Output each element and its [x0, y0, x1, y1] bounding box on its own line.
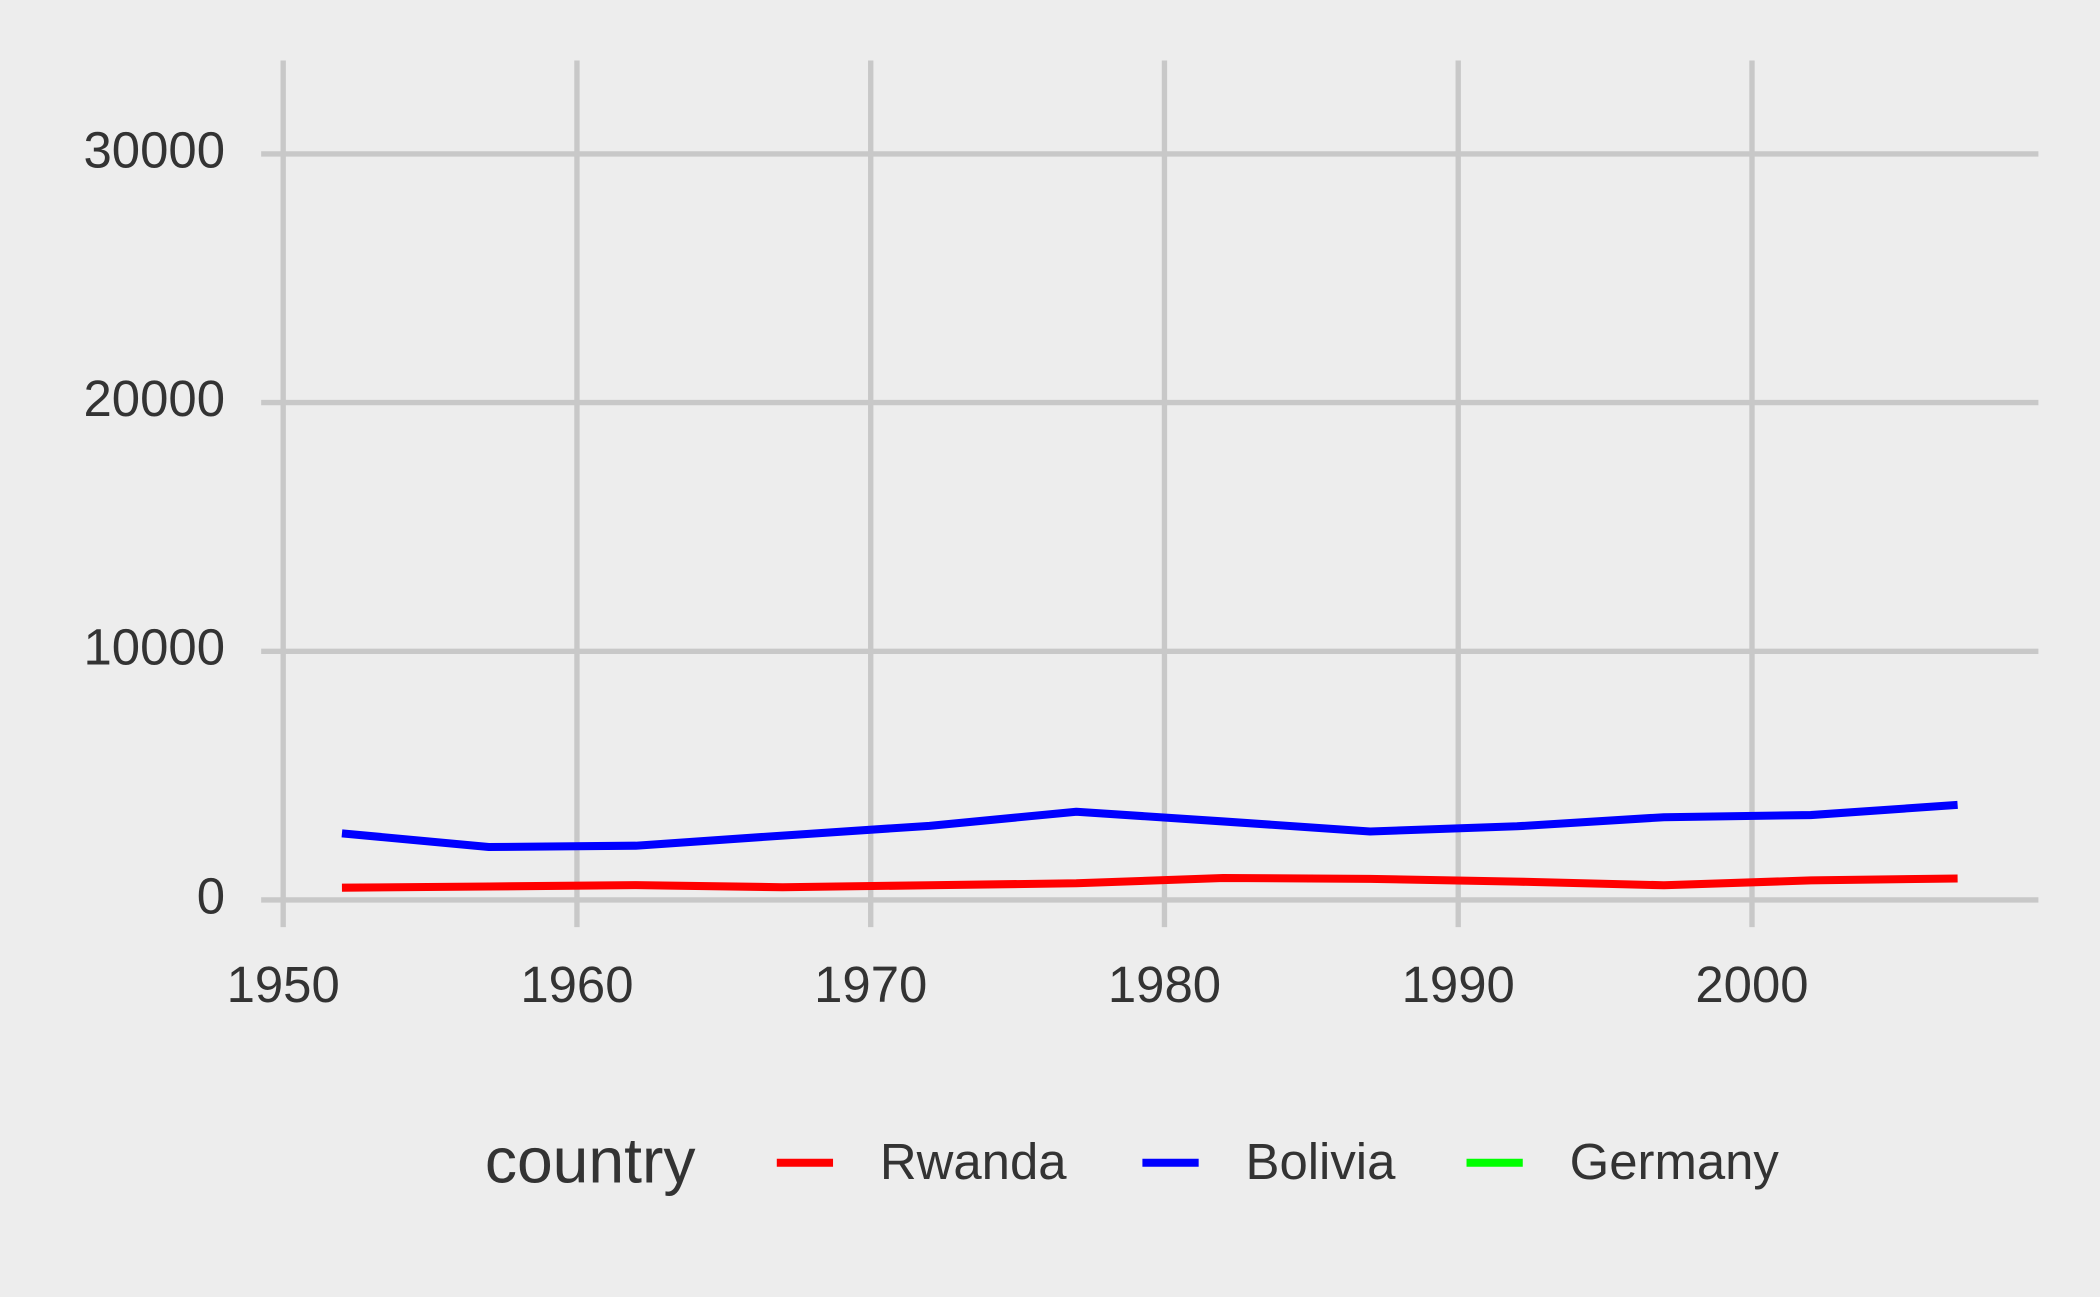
x-tick-label: 1970: [814, 956, 927, 1013]
x-tick-label: 2000: [1695, 956, 1808, 1013]
legend-label: Bolivia: [1246, 1133, 1397, 1190]
line: [341, 800, 1958, 852]
legend-label: Germany: [1570, 1133, 1780, 1190]
legend-label: Rwanda: [880, 1133, 1067, 1190]
legend-title: country: [485, 1124, 696, 1196]
y-tick-label: 30000: [84, 121, 225, 178]
x-tick-label: 1990: [1402, 956, 1515, 1013]
y-tick-label: 0: [197, 867, 225, 924]
x-tick-label: 1980: [1108, 956, 1221, 1013]
y-tick-label: 20000: [84, 370, 225, 427]
line: [341, 873, 1958, 892]
x-tick-label: 1950: [227, 956, 340, 1013]
x-tick-label: 1960: [520, 956, 633, 1013]
y-tick-label: 10000: [84, 619, 225, 676]
